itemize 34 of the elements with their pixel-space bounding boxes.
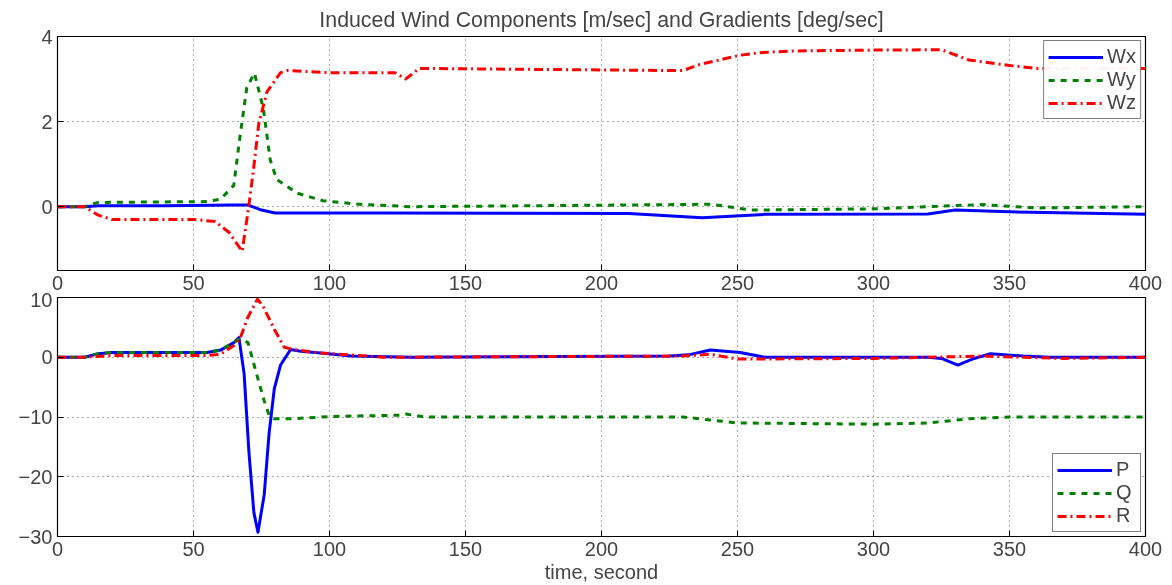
x-tick-label: 150 [448,537,483,560]
x-tick-label: 300 [856,271,891,294]
x-tick-label: 150 [448,271,483,294]
y-tick-label: 2 [41,110,53,133]
x-tick-label: 50 [182,271,205,294]
x-tick-label: 200 [584,271,619,294]
x-tick-label: 400 [1128,271,1163,294]
legend-label: Wy [1107,68,1136,91]
chart-title: Induced Wind Components [m/sec] and Gradients [deg/sec] [319,7,884,32]
x-tick-label: 100 [312,537,347,560]
line-series [57,297,1146,361]
x-tick-label: 100 [312,271,347,294]
y-tick-label: 10 [30,288,53,311]
x-axis-title: time, second [544,560,659,583]
y-tick-label: 0 [41,195,53,218]
legend-label: Wx [1107,45,1136,68]
legend-label: P [1116,458,1131,481]
x-tick-label: 350 [992,537,1027,560]
x-tick-label: 400 [1128,537,1163,560]
x-tick-label: 350 [992,271,1027,294]
legend-label: R [1116,504,1132,527]
x-tick-label: 200 [584,537,619,560]
line-series [57,48,1146,253]
y-tick-label: −20 [18,465,53,488]
y-tick-label: 0 [41,346,53,369]
y-tick-label: −30 [18,525,53,548]
y-tick-label: −10 [18,406,53,428]
legend-label: Wz [1107,91,1136,114]
legend-label: Q [1116,481,1133,504]
x-tick-label: 300 [856,537,891,560]
x-tick-label: 250 [720,271,755,294]
x-tick-label: 50 [182,537,205,560]
y-tick-label: 4 [41,25,53,48]
x-tick-label: 250 [720,537,755,560]
